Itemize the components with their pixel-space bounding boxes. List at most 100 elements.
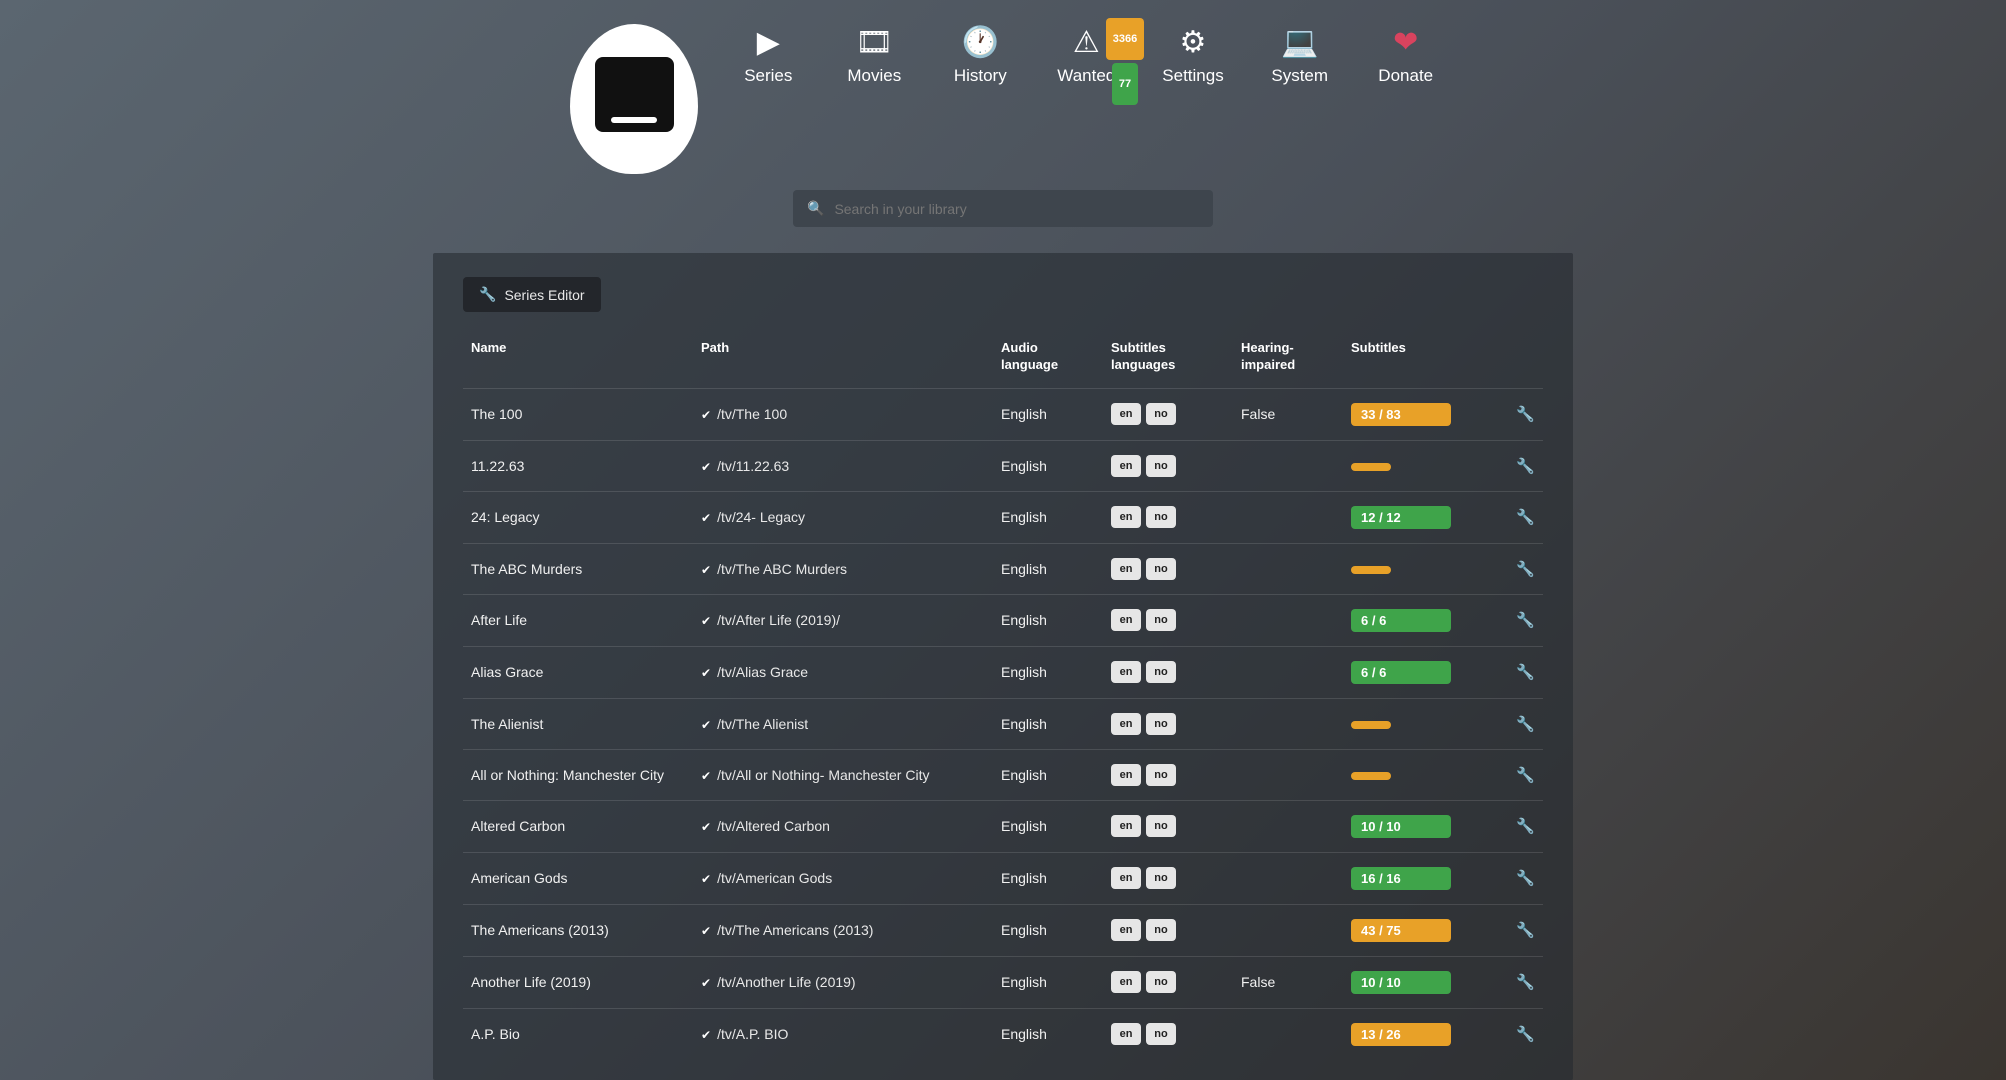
lang-pill-no[interactable]: no xyxy=(1146,919,1176,941)
row-edit-wrench-icon[interactable]: 🔧 xyxy=(1483,646,1543,698)
series-name-cell: The 100 xyxy=(463,388,693,440)
row-edit-wrench-icon[interactable]: 🔧 xyxy=(1483,440,1543,491)
column-header-sublangs: Subtitles languages xyxy=(1103,330,1233,388)
series-name-cell: All or Nothing: Manchester City xyxy=(463,749,693,800)
subtitles-count-badge[interactable]: 10 / 10 xyxy=(1351,971,1451,994)
check-icon: ✔ xyxy=(701,1028,711,1042)
subtitles-count-badge[interactable]: 12 / 12 xyxy=(1351,506,1451,529)
lang-pill-no[interactable]: no xyxy=(1146,713,1176,735)
path-text: /tv/After Life (2019)/ xyxy=(717,612,840,628)
lang-pill-en[interactable]: en xyxy=(1111,713,1141,735)
subtitles-count-badge[interactable] xyxy=(1351,566,1391,574)
table-row[interactable]: American Gods ✔ /tv/American Gods English en… xyxy=(463,852,1543,904)
table-row[interactable]: All or Nothing: Manchester City ✔ /tv/All … xyxy=(463,749,1543,800)
subtitles-count-badge[interactable]: 13 / 26 xyxy=(1351,1023,1451,1046)
lang-pill-no[interactable]: no xyxy=(1146,558,1176,580)
audio-language-cell: English xyxy=(993,698,1103,749)
header-bar: ▶ Series 🎞 Movies 🕐 History ⚠ 3366 77 Wa… xyxy=(0,0,2006,174)
lang-pill-no[interactable]: no xyxy=(1146,1023,1176,1045)
lang-pill-no[interactable]: no xyxy=(1146,403,1176,425)
lang-pill-en[interactable]: en xyxy=(1111,764,1141,786)
check-icon: ✔ xyxy=(701,511,711,525)
row-edit-wrench-icon[interactable]: 🔧 xyxy=(1483,1008,1543,1060)
lang-pill-en[interactable]: en xyxy=(1111,558,1141,580)
subtitles-count-badge[interactable]: 6 / 6 xyxy=(1351,609,1451,632)
lang-pill-en[interactable]: en xyxy=(1111,609,1141,631)
audio-language-cell: English xyxy=(993,800,1103,852)
lang-pill-no[interactable]: no xyxy=(1146,764,1176,786)
subtitles-progress-cell: 10 / 10 xyxy=(1343,800,1483,852)
path-text: /tv/Another Life (2019) xyxy=(717,974,856,990)
lang-pill-en[interactable]: en xyxy=(1111,455,1141,477)
row-edit-wrench-icon[interactable]: 🔧 xyxy=(1483,800,1543,852)
table-row[interactable]: 11.22.63 ✔ /tv/11.22.63 English en no 🔧 xyxy=(463,440,1543,491)
row-edit-wrench-icon[interactable]: 🔧 xyxy=(1483,956,1543,1008)
nav-item-series[interactable]: ▶ Series xyxy=(738,24,798,86)
subtitles-progress-cell xyxy=(1343,749,1483,800)
nav-item-system[interactable]: 💻 System xyxy=(1270,24,1330,86)
check-icon: ✔ xyxy=(701,614,711,628)
search-box[interactable]: 🔍 xyxy=(793,190,1213,227)
table-row[interactable]: The ABC Murders ✔ /tv/The ABC Murders Engli… xyxy=(463,543,1543,594)
lang-pill-en[interactable]: en xyxy=(1111,867,1141,889)
row-edit-wrench-icon[interactable]: 🔧 xyxy=(1483,852,1543,904)
lang-pill-en[interactable]: en xyxy=(1111,971,1141,993)
lang-pill-en[interactable]: en xyxy=(1111,1023,1141,1045)
row-edit-wrench-icon[interactable]: 🔧 xyxy=(1483,698,1543,749)
row-edit-wrench-icon[interactable]: 🔧 xyxy=(1483,543,1543,594)
nav-item-movies[interactable]: 🎞 Movies xyxy=(844,24,904,86)
table-row[interactable]: After Life ✔ /tv/After Life (2019)/ English… xyxy=(463,594,1543,646)
hearing-impaired-cell xyxy=(1233,1008,1343,1060)
nav-item-donate[interactable]: ❤ Donate xyxy=(1376,24,1436,86)
nav-item-history[interactable]: 🕐 History xyxy=(950,24,1010,86)
lang-pill-en[interactable]: en xyxy=(1111,919,1141,941)
hearing-impaired-cell xyxy=(1233,749,1343,800)
audio-language-cell: English xyxy=(993,904,1103,956)
row-edit-wrench-icon[interactable]: 🔧 xyxy=(1483,594,1543,646)
series-path-cell: ✔ /tv/All or Nothing- Manchester City xyxy=(693,749,993,800)
lang-pill-en[interactable]: en xyxy=(1111,661,1141,683)
audio-language-cell: English xyxy=(993,543,1103,594)
table-row[interactable]: The Alienist ✔ /tv/The Alienist English en no… xyxy=(463,698,1543,749)
lang-pill-no[interactable]: no xyxy=(1146,815,1176,837)
subtitles-count-badge[interactable]: 16 / 16 xyxy=(1351,867,1451,890)
subtitles-count-badge[interactable]: 43 / 75 xyxy=(1351,919,1451,942)
subtitles-count-badge[interactable]: 33 / 83 xyxy=(1351,403,1451,426)
hearing-impaired-cell xyxy=(1233,904,1343,956)
play-icon: ▶ xyxy=(757,24,780,62)
subtitles-count-badge[interactable] xyxy=(1351,463,1391,471)
row-edit-wrench-icon[interactable]: 🔧 xyxy=(1483,388,1543,440)
lang-pill-no[interactable]: no xyxy=(1146,971,1176,993)
lang-pill-no[interactable]: no xyxy=(1146,506,1176,528)
lang-pill-en[interactable]: en xyxy=(1111,506,1141,528)
nav-item-wanted[interactable]: ⚠ 3366 77 Wanted xyxy=(1056,24,1116,86)
table-row[interactable]: Altered Carbon ✔ /tv/Altered Carbon English… xyxy=(463,800,1543,852)
row-edit-wrench-icon[interactable]: 🔧 xyxy=(1483,749,1543,800)
lang-pill-no[interactable]: no xyxy=(1146,661,1176,683)
subtitles-count-badge[interactable] xyxy=(1351,721,1391,729)
subtitles-count-badge[interactable] xyxy=(1351,772,1391,780)
lang-pill-en[interactable]: en xyxy=(1111,403,1141,425)
series-editor-button[interactable]: 🔧 Series Editor xyxy=(463,277,601,312)
lang-pill-no[interactable]: no xyxy=(1146,867,1176,889)
clock-icon: 🕐 xyxy=(962,24,999,62)
table-row[interactable]: Alias Grace ✔ /tv/Alias Grace English en no 6 … xyxy=(463,646,1543,698)
subtitles-count-badge[interactable]: 10 / 10 xyxy=(1351,815,1451,838)
table-row[interactable]: 24: Legacy ✔ /tv/24- Legacy English en no 12 /… xyxy=(463,491,1543,543)
table-row[interactable]: A.P. Bio ✔ /tv/A.P. BIO English en no 13 / 26 🔧 xyxy=(463,1008,1543,1060)
column-header-name: Name xyxy=(463,330,693,388)
lang-pill-no[interactable]: no xyxy=(1146,455,1176,477)
series-name-cell: The Americans (2013) xyxy=(463,904,693,956)
subtitle-languages-cell: en no xyxy=(1103,646,1233,698)
row-edit-wrench-icon[interactable]: 🔧 xyxy=(1483,904,1543,956)
table-row[interactable]: The Americans (2013) ✔ /tv/The Americans (… xyxy=(463,904,1543,956)
lang-pill-en[interactable]: en xyxy=(1111,815,1141,837)
search-input[interactable] xyxy=(834,201,1199,217)
table-row[interactable]: Another Life (2019) ✔ /tv/Another Life (20… xyxy=(463,956,1543,1008)
lang-pill-no[interactable]: no xyxy=(1146,609,1176,631)
nav-item-settings[interactable]: ⚙ Settings xyxy=(1162,24,1223,86)
subtitles-count-badge[interactable]: 6 / 6 xyxy=(1351,661,1451,684)
row-edit-wrench-icon[interactable]: 🔧 xyxy=(1483,491,1543,543)
warning-icon: ⚠ 3366 77 xyxy=(1073,24,1100,62)
table-row[interactable]: The 100 ✔ /tv/The 100 English en no False 33 / … xyxy=(463,388,1543,440)
